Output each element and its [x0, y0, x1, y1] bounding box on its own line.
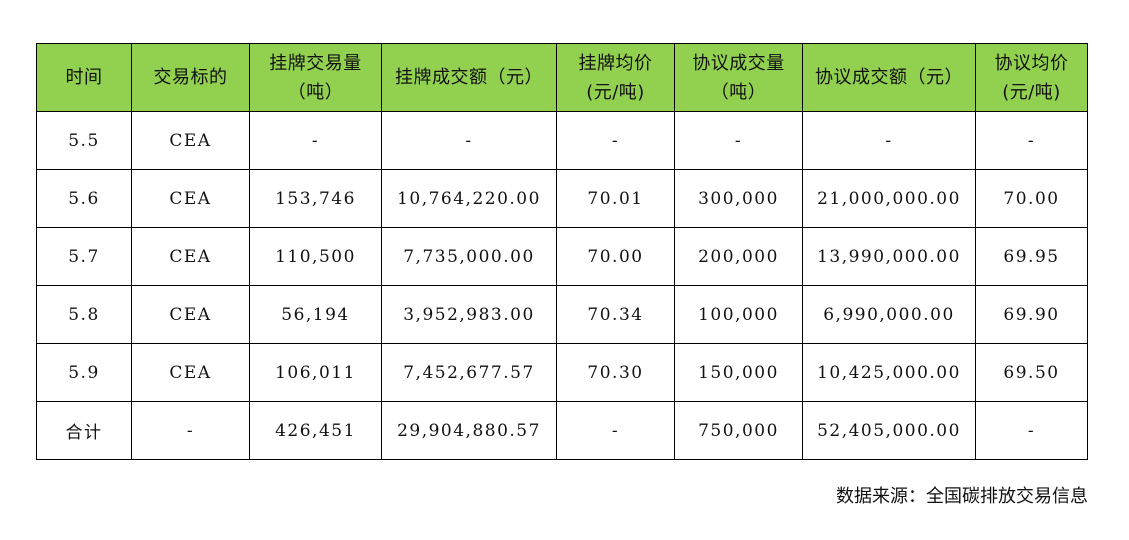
table-cell: 10,425,000.00: [802, 343, 976, 402]
data-source-note: 数据来源：全国碳排放交易信息: [836, 486, 1088, 507]
table-cell: -: [802, 111, 976, 170]
table-cell: -: [674, 111, 803, 170]
table-row: 5.6 CEA 153,746 10,764,220.00 70.01 300,000 21…: [36, 169, 1088, 228]
table-cell: -: [381, 111, 557, 170]
table-cell: 56,194: [249, 285, 382, 344]
column-header-line: (元/吨): [586, 81, 645, 103]
table-cell: CEA: [131, 343, 250, 402]
table-cell: -: [975, 401, 1088, 460]
table-cell: 29,904,880.57: [381, 401, 557, 460]
column-header: 挂牌成交额（元）: [381, 43, 557, 112]
table-cell: 69.50: [975, 343, 1088, 402]
column-header-line: 挂牌成交额（元）: [395, 67, 543, 88]
table-cell: -: [556, 111, 675, 170]
table-row: 5.9 CEA 106,011 7,452,677.57 70.30 150,000 10,…: [36, 343, 1088, 402]
table-cell: 70.00: [556, 227, 675, 286]
table-cell: 7,452,677.57: [381, 343, 557, 402]
column-header: 时间: [36, 43, 132, 112]
table-cell: 69.95: [975, 227, 1088, 286]
table-cell: -: [131, 401, 250, 460]
table-cell: 70.34: [556, 285, 675, 344]
table-cell: 合计: [36, 401, 132, 460]
column-header: 挂牌交易量 （吨）: [249, 43, 382, 112]
table-cell: 5.9: [36, 343, 132, 402]
table-cell: 150,000: [674, 343, 803, 402]
table-cell: 6,990,000.00: [802, 285, 976, 344]
column-header-line: 挂牌均价: [578, 52, 653, 74]
column-header-line: (元/吨): [1002, 81, 1061, 103]
table-cell: 52,405,000.00: [802, 401, 976, 460]
table-cell: 13,990,000.00: [802, 227, 976, 286]
table-cell: 3,952,983.00: [381, 285, 557, 344]
table-cell: CEA: [131, 111, 250, 170]
table-row: 5.5 CEA - - - - - -: [36, 111, 1088, 170]
column-header-line: 时间: [65, 67, 103, 88]
table-cell: 70.00: [975, 169, 1088, 228]
table-cell: 200,000: [674, 227, 803, 286]
table-cell: 153,746: [249, 169, 382, 228]
table-cell: 100,000: [674, 285, 803, 344]
table-cell: 70.30: [556, 343, 675, 402]
column-header-line: （吨）: [710, 81, 767, 103]
column-header: 交易标的: [131, 43, 250, 112]
column-header: 协议成交额（元）: [802, 43, 976, 112]
table-cell: 5.8: [36, 285, 132, 344]
table-cell: -: [556, 401, 675, 460]
column-header-line: 协议成交量: [692, 52, 785, 74]
column-header-line: 协议成交额（元）: [815, 67, 963, 88]
table-cell: 70.01: [556, 169, 675, 228]
table-row: 合计 -426,451 29,904,880.57-750,000 52,405,00…: [36, 401, 1088, 460]
column-header-line: 交易标的: [153, 67, 228, 88]
table-row: 5.8 CEA 56,194 3,952,983.00 70.34 100,000 6,99…: [36, 285, 1088, 344]
trading-table: 时间 交易标的 挂牌交易量 （吨） 挂牌成交额（元） 挂牌均价 (元/吨) 协议成交量 （吨）协…: [36, 43, 1088, 460]
column-header-line: （吨）: [287, 81, 344, 103]
column-header-line: 挂牌交易量: [269, 52, 362, 74]
column-header: 协议均价 (元/吨): [975, 43, 1088, 112]
table-row: 5.7 CEA 110,500 7,735,000.00 70.00 200,000 13,…: [36, 227, 1088, 286]
table-cell: 10,764,220.00: [381, 169, 557, 228]
table-cell: -: [249, 111, 382, 170]
table-cell: 426,451: [249, 401, 382, 460]
column-header: 协议成交量 （吨）: [674, 43, 803, 112]
table-cell: CEA: [131, 285, 250, 344]
table-cell: CEA: [131, 227, 250, 286]
table-cell: CEA: [131, 169, 250, 228]
table-cell: 5.7: [36, 227, 132, 286]
table-cell: -: [975, 111, 1088, 170]
column-header-line: 协议均价: [994, 52, 1069, 74]
table-cell: 69.90: [975, 285, 1088, 344]
table-cell: 300,000: [674, 169, 803, 228]
table-cell: 110,500: [249, 227, 382, 286]
header-row: 时间 交易标的 挂牌交易量 （吨） 挂牌成交额（元） 挂牌均价 (元/吨) 协议成交量 （吨）协…: [36, 43, 1088, 112]
table-cell: 106,011: [249, 343, 382, 402]
table-cell: 21,000,000.00: [802, 169, 976, 228]
table-cell: 7,735,000.00: [381, 227, 557, 286]
table-cell: 5.6: [36, 169, 132, 228]
column-header: 挂牌均价 (元/吨): [556, 43, 675, 112]
table-cell: 750,000: [674, 401, 803, 460]
table-cell: 5.5: [36, 111, 132, 170]
